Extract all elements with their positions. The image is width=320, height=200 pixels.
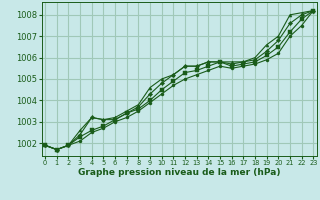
X-axis label: Graphe pression niveau de la mer (hPa): Graphe pression niveau de la mer (hPa) — [78, 168, 280, 177]
